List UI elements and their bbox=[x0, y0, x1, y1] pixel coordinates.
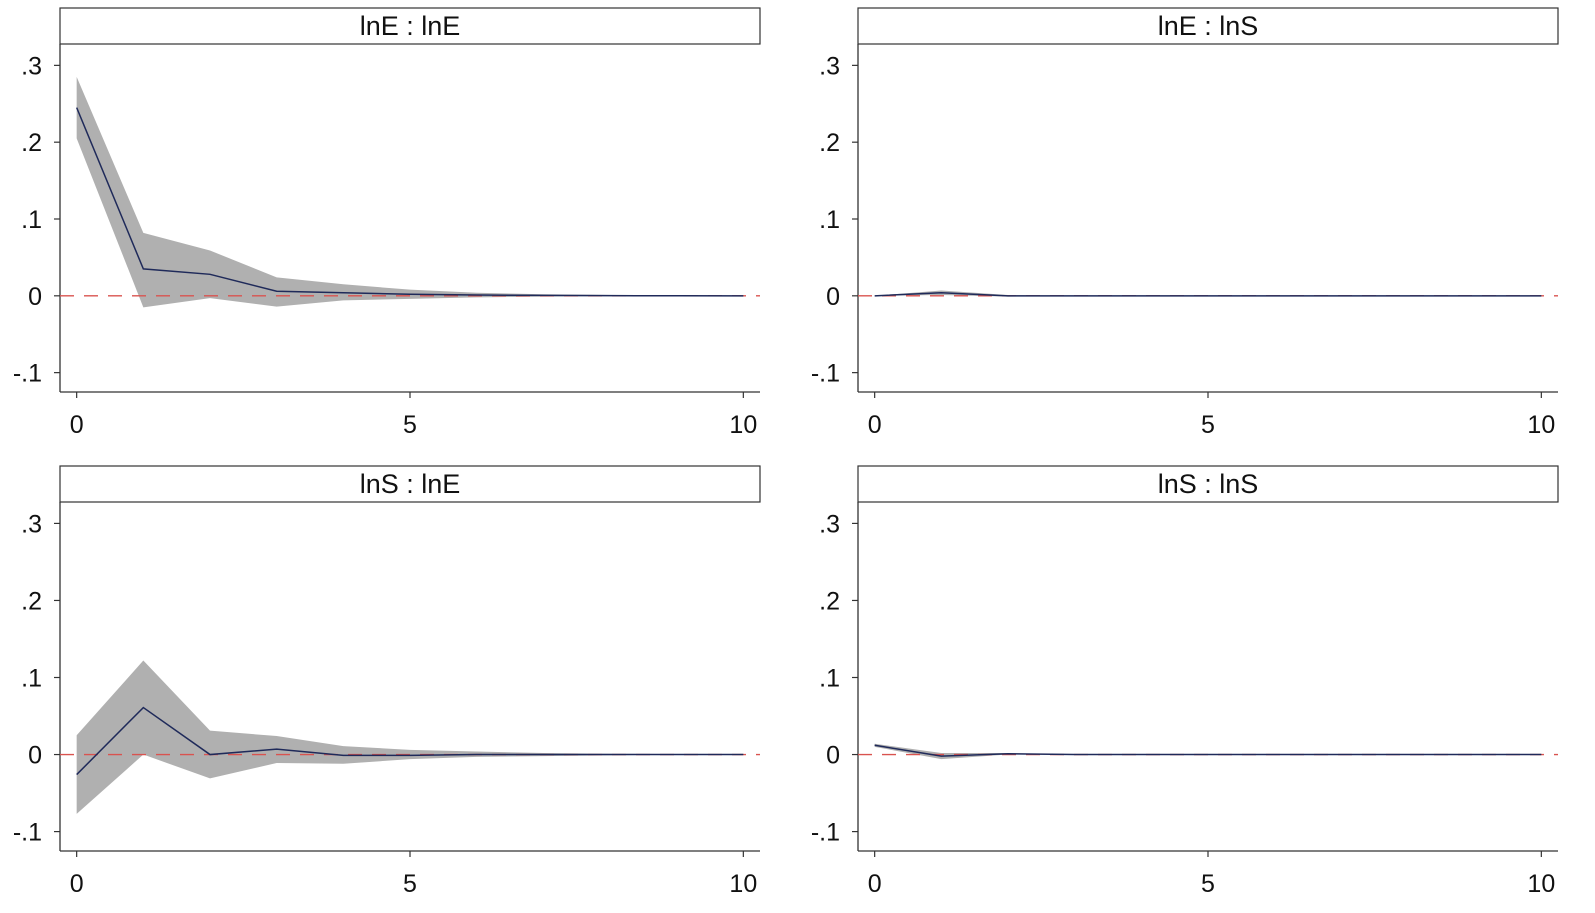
panel-title: lnS : lnE bbox=[360, 469, 461, 499]
confidence-band bbox=[874, 290, 1542, 297]
irf-panel-3: lnS : lnS .3 .2 .1 0 -.1 0 5 10 bbox=[811, 465, 1559, 898]
x-tick-label: 0 bbox=[70, 411, 84, 439]
y-tick-label: .3 bbox=[819, 510, 840, 538]
x-tick-label: 10 bbox=[1527, 411, 1555, 439]
panel-title: lnE : lnS bbox=[1158, 11, 1259, 41]
y-tick-label: .1 bbox=[21, 665, 42, 693]
x-tick-label: 10 bbox=[1527, 870, 1555, 898]
x-tick-label: 0 bbox=[868, 411, 882, 439]
panel-header bbox=[59, 7, 761, 45]
irf-panel-1: lnE : lnS .3 .2 .1 0 -.1 0 5 10 bbox=[811, 7, 1559, 439]
panel-header bbox=[857, 7, 1559, 45]
confidence-band bbox=[76, 76, 744, 308]
x-tick-label: 5 bbox=[403, 411, 417, 439]
x-tick-label: 5 bbox=[403, 870, 417, 898]
y-tick-label: 0 bbox=[826, 283, 840, 311]
y-tick-label: -.1 bbox=[811, 360, 840, 388]
y-tick-label: 0 bbox=[28, 742, 42, 770]
x-tick-label: 5 bbox=[1201, 411, 1215, 439]
x-tick-label: 5 bbox=[1201, 870, 1215, 898]
y-tick-label: .2 bbox=[819, 129, 840, 157]
x-tick-label: 0 bbox=[70, 870, 84, 898]
irf-panel-2: lnS : lnE .3 .2 .1 0 -.1 0 5 10 bbox=[13, 465, 761, 898]
y-tick-label: -.1 bbox=[811, 819, 840, 847]
x-tick-label: 0 bbox=[868, 870, 882, 898]
irf-panel-0: lnE : lnE .3 .2 .1 0 -.1 0 5 10 bbox=[13, 7, 761, 439]
panel-title: lnS : lnS bbox=[1158, 469, 1259, 499]
y-tick-label: 0 bbox=[28, 283, 42, 311]
y-tick-label: -.1 bbox=[13, 819, 42, 847]
y-tick-label: .2 bbox=[819, 587, 840, 615]
y-tick-label: 0 bbox=[826, 742, 840, 770]
y-tick-label: .2 bbox=[21, 587, 42, 615]
y-tick-label: -.1 bbox=[13, 360, 42, 388]
x-tick-label: 10 bbox=[729, 411, 757, 439]
y-tick-label: .3 bbox=[819, 52, 840, 80]
y-tick-label: .3 bbox=[21, 510, 42, 538]
confidence-band bbox=[76, 660, 744, 814]
confidence-band bbox=[874, 743, 1542, 760]
panel-header bbox=[59, 465, 761, 503]
panel-header bbox=[857, 465, 1559, 503]
y-tick-label: .1 bbox=[819, 206, 840, 234]
x-tick-label: 10 bbox=[729, 870, 757, 898]
y-tick-label: .2 bbox=[21, 129, 42, 157]
y-tick-label: .1 bbox=[819, 665, 840, 693]
y-tick-label: .3 bbox=[21, 52, 42, 80]
y-tick-label: .1 bbox=[21, 206, 42, 234]
panel-title: lnE : lnE bbox=[360, 11, 461, 41]
